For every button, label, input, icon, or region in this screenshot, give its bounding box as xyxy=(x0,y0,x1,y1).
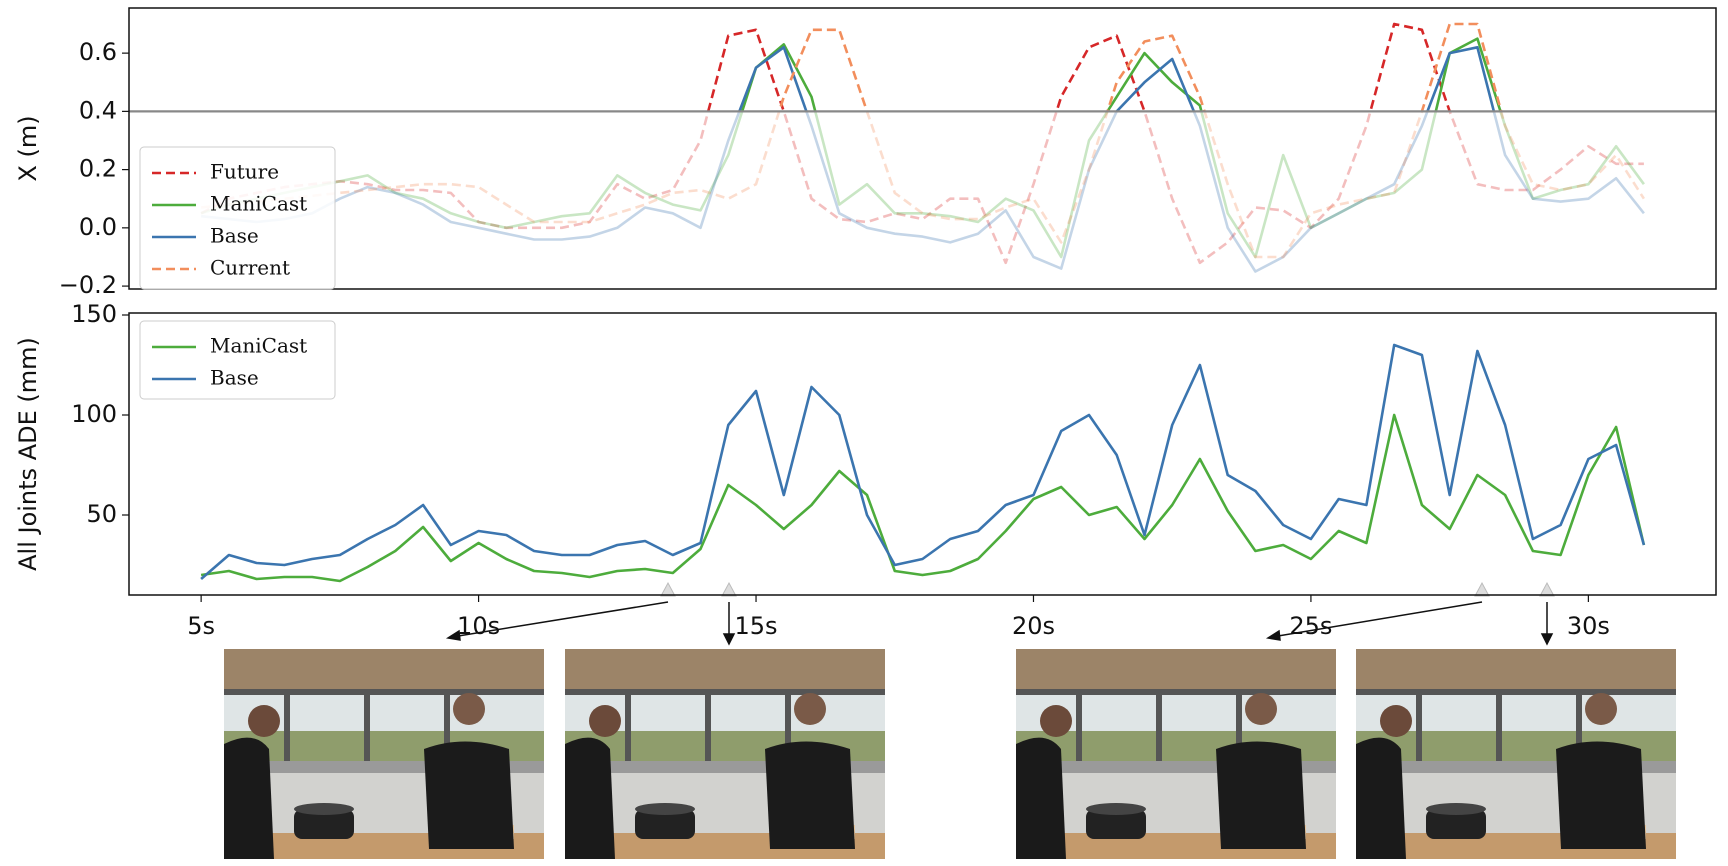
frame-markers xyxy=(660,581,1555,597)
series-line-faded xyxy=(200,111,1644,265)
series-line-faded xyxy=(200,111,1645,273)
x-tick-label: 15s xyxy=(735,612,778,640)
y-tick-label: 100 xyxy=(71,400,117,428)
x-tick-label: 5s xyxy=(187,612,215,640)
y-tick-label: −0.2 xyxy=(59,271,117,299)
y-tick-label: 0.4 xyxy=(79,96,117,124)
plot-frame xyxy=(128,7,1717,290)
series-line xyxy=(200,413,1646,583)
plot-frame xyxy=(128,312,1717,596)
x-tick-label: 30s xyxy=(1567,612,1610,640)
y-tick-label: 0.0 xyxy=(79,213,117,241)
y-tick-label: 50 xyxy=(86,500,117,528)
series-line-faded xyxy=(200,111,1645,259)
y-tick-label: 0.2 xyxy=(79,155,117,183)
legend-label: Future xyxy=(210,160,279,184)
legend-label: Base xyxy=(210,224,259,248)
legend-label: Base xyxy=(210,366,259,390)
y-tick-label: 150 xyxy=(71,300,117,328)
x-tick-label: 10s xyxy=(457,612,500,640)
x-tick-label: 25s xyxy=(1289,612,1332,640)
x-tick-label: 20s xyxy=(1012,612,1055,640)
y-tick-label: 0.6 xyxy=(79,38,117,66)
legend-label: ManiCast xyxy=(210,192,307,216)
y-axis-label: All Joints ADE (mm) xyxy=(14,337,42,571)
photo xyxy=(224,649,1676,859)
legend-label: ManiCast xyxy=(210,334,307,358)
series-line xyxy=(200,343,1646,580)
y-axis-label: X (m) xyxy=(14,115,42,181)
legend-box xyxy=(139,146,336,290)
series-line xyxy=(777,22,1503,112)
series-line-faded xyxy=(200,111,1645,259)
arrows xyxy=(445,601,1554,646)
legend-label: Current xyxy=(210,256,290,280)
